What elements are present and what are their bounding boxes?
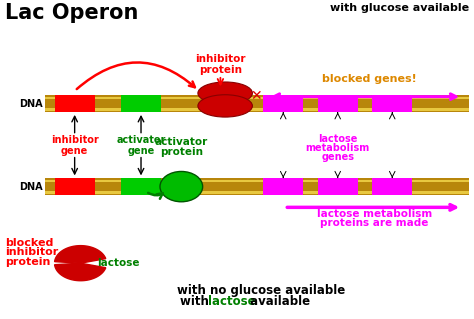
FancyBboxPatch shape (318, 178, 358, 195)
Text: gene: gene (128, 146, 155, 156)
Text: inhibitor: inhibitor (5, 247, 58, 257)
Ellipse shape (198, 82, 252, 104)
Text: gene: gene (61, 146, 88, 156)
FancyBboxPatch shape (121, 95, 161, 112)
FancyBboxPatch shape (45, 178, 469, 195)
FancyBboxPatch shape (45, 180, 469, 182)
Text: blocked genes!: blocked genes! (322, 74, 417, 84)
Polygon shape (55, 246, 106, 263)
Text: metabolism: metabolism (306, 143, 370, 153)
FancyBboxPatch shape (55, 95, 95, 112)
FancyBboxPatch shape (318, 95, 358, 112)
FancyBboxPatch shape (55, 178, 95, 195)
Text: genes: genes (321, 152, 354, 162)
FancyBboxPatch shape (45, 108, 469, 111)
Text: Lac Operon: Lac Operon (5, 3, 138, 23)
Text: DNA: DNA (19, 99, 43, 109)
Text: inhibitor: inhibitor (51, 135, 99, 145)
Text: proteins are made: proteins are made (320, 218, 428, 228)
Text: ✕: ✕ (250, 89, 262, 103)
FancyBboxPatch shape (263, 95, 303, 112)
Text: lactose: lactose (97, 258, 140, 268)
Ellipse shape (198, 95, 252, 117)
FancyBboxPatch shape (121, 178, 161, 195)
Text: with no glucose available: with no glucose available (177, 284, 345, 297)
Text: protein: protein (199, 65, 242, 75)
Text: lactose: lactose (318, 134, 357, 145)
FancyBboxPatch shape (372, 95, 412, 112)
Text: with: with (180, 295, 213, 308)
Text: protein: protein (5, 257, 50, 267)
Text: inhibitor: inhibitor (195, 54, 246, 64)
Text: with glucose available: with glucose available (330, 3, 469, 13)
FancyBboxPatch shape (263, 178, 303, 195)
FancyBboxPatch shape (45, 95, 469, 112)
Text: blocked: blocked (5, 238, 53, 248)
FancyBboxPatch shape (45, 191, 469, 194)
Text: lactose: lactose (208, 295, 255, 308)
Text: activator: activator (155, 137, 208, 147)
Text: protein: protein (160, 147, 203, 157)
Ellipse shape (160, 172, 202, 202)
Text: available: available (246, 295, 310, 308)
FancyBboxPatch shape (45, 97, 469, 99)
FancyBboxPatch shape (372, 178, 412, 195)
Text: lactose metabolism: lactose metabolism (317, 209, 432, 219)
Polygon shape (55, 263, 106, 281)
Text: DNA: DNA (19, 182, 43, 192)
Text: activator: activator (116, 135, 166, 145)
